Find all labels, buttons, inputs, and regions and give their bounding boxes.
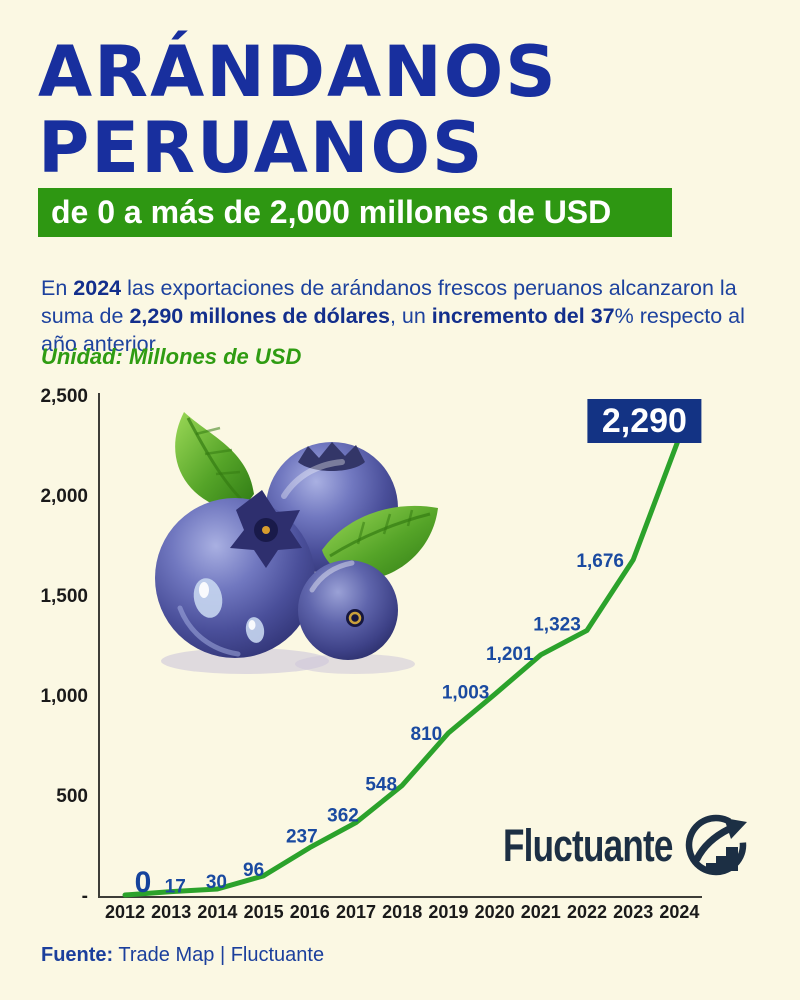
chart-line xyxy=(122,434,682,898)
intro-text-segment: año anterior. xyxy=(41,331,161,356)
berry-small xyxy=(298,560,398,660)
highlight-value-box xyxy=(587,399,702,443)
data-point-label: 237 xyxy=(286,827,318,848)
x-tick-label: 2014 xyxy=(197,902,237,922)
data-point-label: 810 xyxy=(411,724,443,745)
intro-text-segment: 2024 xyxy=(73,275,122,300)
intro-text-segment: En xyxy=(41,275,74,300)
intro-text-segment: las exportaciones de arándanos frescos p… xyxy=(121,275,737,300)
x-tick-label: 2019 xyxy=(428,902,468,922)
data-point-label: 1,676 xyxy=(576,551,624,572)
intro-text-segment: , un xyxy=(389,303,432,328)
x-tick-label: 2021 xyxy=(521,902,561,922)
x-tick-label: 2016 xyxy=(290,902,330,922)
x-tick-label: 2022 xyxy=(567,902,607,922)
y-tick-label: 500 xyxy=(56,786,88,807)
x-axis-year-labels: 2012 2013 2014 2015 2016 2017 2018 2019 2020 2021… xyxy=(105,902,699,922)
x-tick-label: 2020 xyxy=(475,902,515,922)
y-tick-label: 1,500 xyxy=(40,586,88,607)
data-point-label: 30 xyxy=(206,872,227,893)
source-text: Trade Map | Fluctuante xyxy=(113,944,325,966)
data-point-label: 17 xyxy=(165,877,186,898)
source-label: Fuente: xyxy=(41,944,114,966)
data-point-label: 96 xyxy=(243,860,264,881)
y-tick-label: - xyxy=(82,886,88,907)
subtitle-banner: de 0 a más de 2,000 millones de USD xyxy=(38,188,672,237)
subtitle-banner-text: de 0 a más de 2,000 millones de USD xyxy=(51,194,612,230)
berry-shadow xyxy=(295,654,415,674)
title-line-1: ARÁNDANOS xyxy=(38,31,558,113)
x-tick-label: 2023 xyxy=(613,902,653,922)
x-tick-label: 2015 xyxy=(244,902,284,922)
y-axis-tick-labels: 2,500 2,000 1,500 1,000 500 - xyxy=(40,386,88,907)
growth-arrow-circle-icon xyxy=(685,814,747,876)
data-point-label: 1,201 xyxy=(486,644,534,665)
source-note: Fuente: Trade Map | Fluctuante xyxy=(41,944,324,967)
berry-front xyxy=(155,490,315,658)
page-title: ARÁNDANOS PERUANOS xyxy=(38,34,558,186)
data-point-label: 362 xyxy=(327,806,359,827)
x-tick-label: 2013 xyxy=(151,902,191,922)
intro-text-segment: % respecto al xyxy=(614,303,745,328)
data-point-label: 1,323 xyxy=(533,614,581,635)
intro-text-segment: 2,290 millones de dólares xyxy=(129,303,390,328)
highlight-value-callout: 2,290 xyxy=(587,399,702,443)
intro-text-segment: suma de xyxy=(41,303,130,328)
unit-note: Unidad: Millones de USD xyxy=(41,344,302,369)
x-tick-label: 2024 xyxy=(659,902,699,922)
x-tick-label: 2017 xyxy=(336,902,376,922)
y-tick-label: 2,000 xyxy=(40,486,88,507)
title-line-2: PERUANOS xyxy=(38,107,485,189)
fluctuante-logo: Fluctuante xyxy=(503,813,753,879)
data-point-label: 548 xyxy=(365,774,397,795)
x-tick-label: 2012 xyxy=(105,902,145,922)
intro-text-segment: incremento del 37 xyxy=(431,303,615,328)
berry-shadow xyxy=(161,648,329,674)
x-tick-label: 2018 xyxy=(382,902,422,922)
y-tick-label: 2,500 xyxy=(40,386,88,407)
blueberries-illustration xyxy=(155,412,438,674)
data-point-label: 0 xyxy=(135,866,152,899)
y-tick-label: 1,000 xyxy=(40,686,88,707)
chart-axes xyxy=(98,393,702,898)
fluctuante-wordmark: Fluctuante xyxy=(503,820,673,871)
leaf-left xyxy=(175,412,254,511)
highlight-value-label: 2,290 xyxy=(602,402,687,440)
data-point-labels: 0 17 30 96 237 362 548 810 1,003 1,201 1,323 1,676 xyxy=(135,551,624,899)
intro-paragraph: En 2024 las exportaciones de arándanos f… xyxy=(41,274,766,358)
data-point-label: 1,003 xyxy=(442,682,490,703)
